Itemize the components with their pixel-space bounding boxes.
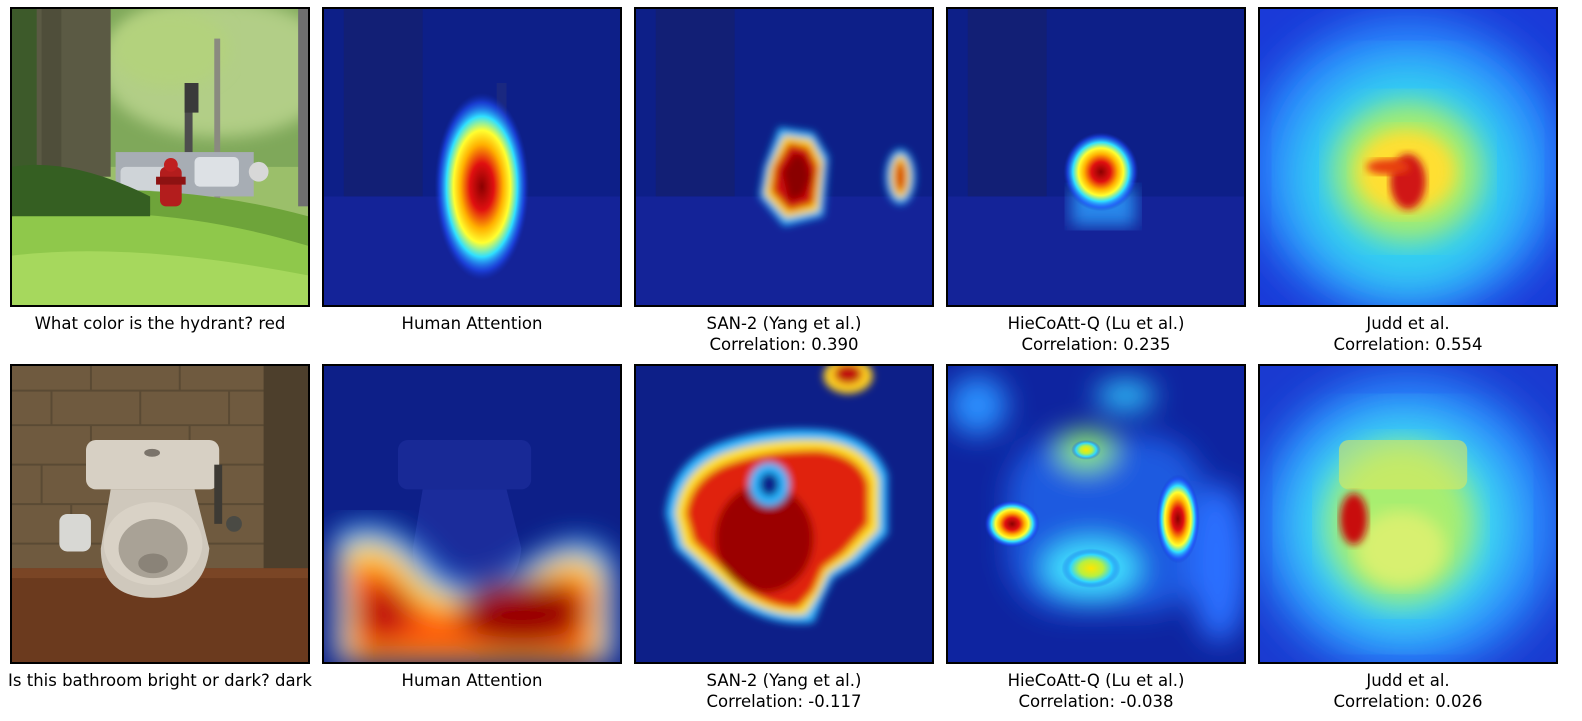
bathroom-photo: [10, 364, 310, 664]
question-text-2: Is this bathroom bright or dark? dark: [8, 671, 312, 690]
heatmap-human-attention-1: [322, 7, 622, 307]
caption-title: Judd et al.: [1366, 671, 1450, 690]
question-text-1: What color is the hydrant? red: [34, 314, 286, 333]
caption-human-2: Human Attention: [312, 670, 632, 691]
caption-hiecoatt-1: HieCoAtt-Q (Lu et al.) Correlation: 0.23…: [936, 313, 1256, 355]
heatmap-hiecoatt-1: [946, 7, 1246, 307]
caption-judd-2: Judd et al. Correlation: 0.026: [1248, 670, 1568, 712]
caption-correlation: Correlation: -0.038: [1018, 692, 1174, 711]
question-caption-1: What color is the hydrant? red: [0, 313, 320, 334]
heatmap-hiecoatt-2: [946, 364, 1246, 664]
caption-human-1: Human Attention: [312, 313, 632, 334]
caption-correlation: Correlation: 0.026: [1333, 692, 1483, 711]
caption-san2-2: SAN-2 (Yang et al.) Correlation: -0.117: [624, 670, 944, 712]
question-caption-2: Is this bathroom bright or dark? dark: [0, 670, 320, 691]
caption-title: Judd et al.: [1366, 314, 1450, 333]
heatmap-san2-1: [634, 7, 934, 307]
caption-title: Human Attention: [401, 671, 543, 690]
caption-san2-1: SAN-2 (Yang et al.) Correlation: 0.390: [624, 313, 944, 355]
heatmap-judd-1: [1258, 7, 1558, 307]
hydrant-photo: [10, 7, 310, 307]
heatmap-human-attention-2: [322, 364, 622, 664]
caption-correlation: Correlation: 0.235: [1021, 335, 1171, 354]
caption-title: Human Attention: [401, 314, 543, 333]
caption-correlation: Correlation: 0.554: [1333, 335, 1483, 354]
caption-title: SAN-2 (Yang et al.): [706, 671, 862, 690]
caption-correlation: Correlation: -0.117: [706, 692, 862, 711]
caption-title: HieCoAtt-Q (Lu et al.): [1007, 314, 1185, 333]
caption-title: HieCoAtt-Q (Lu et al.): [1007, 671, 1185, 690]
caption-hiecoatt-2: HieCoAtt-Q (Lu et al.) Correlation: -0.0…: [936, 670, 1256, 712]
caption-correlation: Correlation: 0.390: [709, 335, 859, 354]
heatmap-san2-2: [634, 364, 934, 664]
heatmap-judd-2: [1258, 364, 1558, 664]
caption-title: SAN-2 (Yang et al.): [706, 314, 862, 333]
caption-judd-1: Judd et al. Correlation: 0.554: [1248, 313, 1568, 355]
